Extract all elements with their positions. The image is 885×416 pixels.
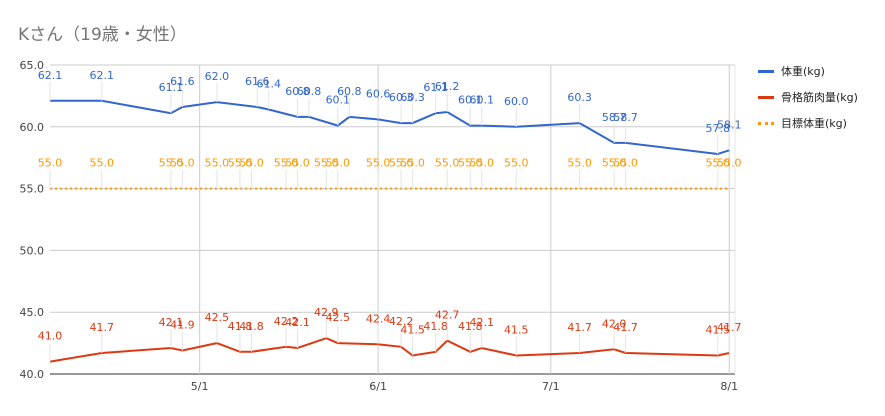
data-label: 55.0 — [504, 157, 529, 170]
data-label: 42.1 — [159, 316, 184, 329]
x-tick-label: 8/1 — [720, 380, 738, 393]
data-label: 58.7 — [602, 111, 627, 124]
data-label: 55.0 — [705, 157, 730, 170]
data-label: 41.7 — [613, 321, 638, 334]
y-tick-label: 55.0 — [20, 183, 45, 196]
data-label: 41.7 — [567, 321, 592, 334]
data-label: 55.0 — [567, 157, 592, 170]
legend-item: 目標体重(kg) — [758, 110, 858, 136]
data-label: 55.0 — [613, 157, 638, 170]
data-label: 42.7 — [435, 309, 460, 322]
data-label: 41.9 — [170, 319, 195, 332]
data-label: 55.0 — [389, 157, 414, 170]
data-label: 41.8 — [239, 320, 264, 333]
data-label: 61.2 — [435, 80, 460, 93]
legend-swatch — [758, 95, 774, 99]
data-label: 62.1 — [90, 69, 115, 82]
data-label: 61.6 — [245, 75, 270, 88]
x-tick-label: 6/1 — [369, 380, 387, 393]
legend-swatch — [758, 121, 774, 125]
data-label: 55.0 — [717, 157, 742, 170]
data-label: 55.0 — [400, 157, 425, 170]
data-label: 55.0 — [435, 157, 460, 170]
data-label: 61.4 — [256, 77, 281, 90]
data-label: 62.1 — [38, 69, 63, 82]
data-label: 42.2 — [389, 315, 414, 328]
legend-item: 骨格筋肉量(kg) — [758, 84, 858, 110]
y-tick-label: 45.0 — [20, 306, 45, 319]
data-label: 41.7 — [90, 321, 115, 334]
data-label: 42.2 — [274, 315, 299, 328]
data-label: 60.8 — [337, 85, 362, 98]
data-label: 61.6 — [170, 75, 195, 88]
data-label: 42.1 — [285, 316, 310, 329]
data-label: 60.3 — [400, 91, 425, 104]
legend-swatch — [758, 69, 774, 73]
data-label: 55.0 — [170, 157, 195, 170]
data-label: 42.1 — [469, 316, 494, 329]
data-label: 55.0 — [228, 157, 253, 170]
data-label: 60.1 — [326, 94, 351, 107]
data-label: 42.4 — [366, 312, 391, 325]
data-label: 41.7 — [717, 321, 742, 334]
data-label: 55.0 — [274, 157, 299, 170]
data-label: 42.9 — [314, 306, 339, 319]
data-label: 60.3 — [567, 91, 592, 104]
data-label: 60.8 — [297, 85, 322, 98]
data-label: 41.5 — [400, 323, 425, 336]
data-label: 42.5 — [326, 311, 351, 324]
data-label: 55.0 — [326, 157, 351, 170]
data-label: 42.0 — [602, 317, 627, 330]
data-label: 55.0 — [205, 157, 230, 170]
data-label: 61.1 — [159, 81, 184, 94]
chart-legend: 体重(kg) 骨格筋肉量(kg) 目標体重(kg) — [758, 58, 858, 136]
data-label: 55.0 — [314, 157, 339, 170]
data-label: 41.0 — [38, 330, 63, 343]
x-tick-label: 7/1 — [542, 380, 560, 393]
legend-item: 体重(kg) — [758, 58, 858, 84]
legend-label: 骨格筋肉量(kg) — [781, 91, 858, 104]
chart-title: Kさん（19歳・女性） — [18, 25, 187, 45]
x-tick-label: 5/1 — [191, 380, 209, 393]
data-label: 55.0 — [458, 157, 483, 170]
data-label: 41.5 — [705, 323, 730, 336]
data-label: 60.6 — [366, 87, 391, 100]
data-label: 60.3 — [389, 91, 414, 104]
data-label: 57.8 — [705, 122, 730, 135]
data-label: 41.8 — [423, 320, 448, 333]
legend-label: 体重(kg) — [781, 65, 825, 78]
data-label: 55.0 — [285, 157, 310, 170]
data-label: 60.1 — [469, 94, 494, 107]
y-tick-label: 50.0 — [20, 244, 45, 257]
data-label: 42.5 — [205, 311, 230, 324]
legend-label: 目標体重(kg) — [781, 117, 847, 130]
series-line — [50, 99, 730, 156]
data-label: 55.0 — [90, 157, 115, 170]
data-label: 41.8 — [458, 320, 483, 333]
y-tick-label: 65.0 — [20, 59, 45, 72]
series-line — [49, 337, 730, 363]
data-label: 41.8 — [228, 320, 253, 333]
data-label: 60.0 — [504, 95, 529, 108]
data-label: 41.5 — [504, 323, 529, 336]
data-label: 55.0 — [38, 157, 63, 170]
data-label: 55.0 — [366, 157, 391, 170]
data-label: 55.0 — [602, 157, 627, 170]
data-label: 60.8 — [285, 85, 310, 98]
data-label: 55.0 — [159, 157, 184, 170]
data-label: 61.1 — [423, 81, 448, 94]
y-tick-label: 40.0 — [20, 368, 45, 381]
y-tick-label: 60.0 — [20, 121, 45, 134]
data-label: 58.7 — [613, 111, 638, 124]
data-label: 55.0 — [469, 157, 494, 170]
data-label: 62.0 — [205, 70, 230, 83]
data-label: 55.0 — [239, 157, 264, 170]
data-label: 60.1 — [458, 94, 483, 107]
data-label: 58.1 — [717, 118, 742, 131]
